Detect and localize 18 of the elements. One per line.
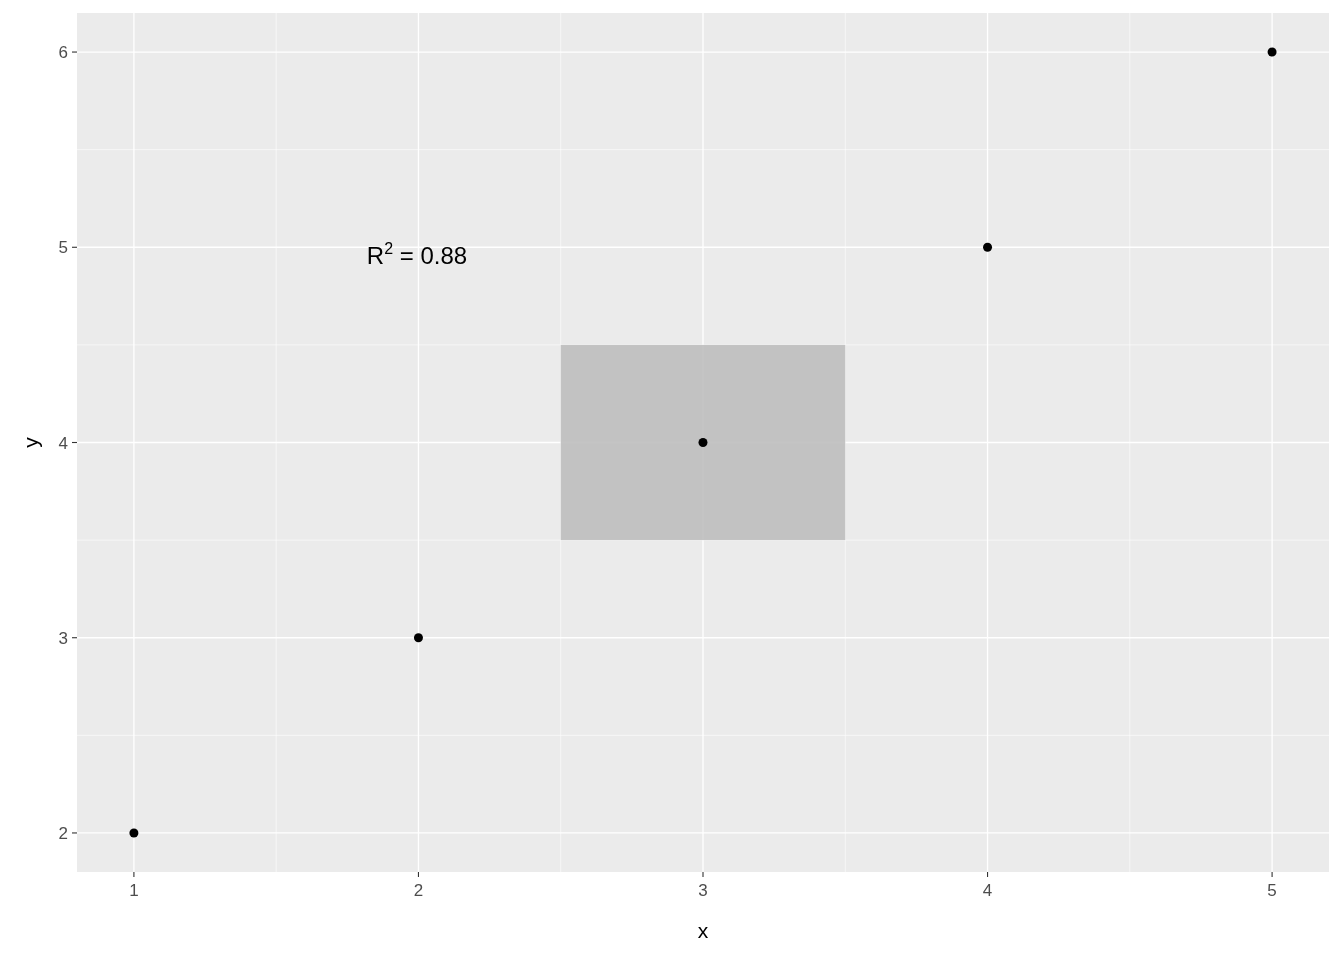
point xyxy=(1267,47,1277,57)
point xyxy=(698,438,708,447)
x-tick-label: 2 xyxy=(413,881,424,900)
y-axis-title: y xyxy=(19,436,42,448)
x-tick-label: 5 xyxy=(1267,881,1277,900)
x-axis-title: x xyxy=(697,919,709,942)
annotation: R$^{2}$ = 0.88 xyxy=(366,240,468,269)
point xyxy=(983,242,993,252)
x-tick-label: 1 xyxy=(129,881,139,900)
y-tick-label: 5 xyxy=(58,238,68,258)
y-tick-label: 6 xyxy=(58,43,68,63)
x-tick-label: 4 xyxy=(982,881,993,900)
y-tick-label: 2 xyxy=(58,823,68,843)
y-tick-label: 3 xyxy=(58,628,68,648)
x-tick-label: 3 xyxy=(698,881,708,900)
point xyxy=(129,828,139,838)
point xyxy=(413,633,423,643)
y-tick-label: 4 xyxy=(58,433,68,453)
